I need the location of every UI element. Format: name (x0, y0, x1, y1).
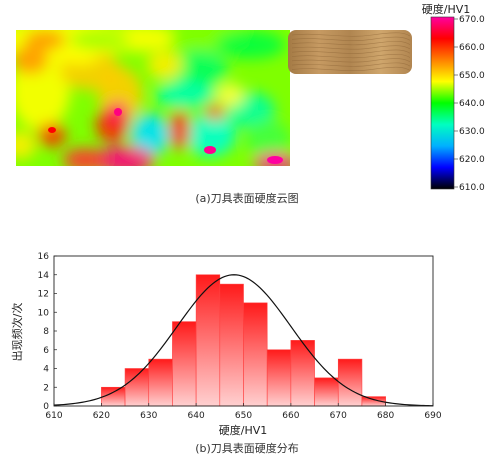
x-axis-label: 硬度/HV1 (219, 423, 268, 437)
x-tick-label: 640 (188, 411, 205, 421)
normal-fit-curve (53, 274, 434, 407)
histogram-bar (124, 368, 150, 407)
x-tick-label: 680 (377, 411, 394, 421)
hardness-blob (216, 83, 244, 107)
y-tick-label: 12 (38, 290, 49, 300)
colorbar-tick-label: 650.0 (459, 71, 485, 81)
y-tick-label: 16 (38, 252, 50, 262)
hardness-blob (155, 81, 215, 109)
grain-line (291, 32, 411, 37)
hardness-blob (95, 146, 155, 166)
colorbar (430, 16, 455, 190)
y-tick-label: 0 (43, 402, 49, 412)
histogram-bar (219, 283, 244, 407)
colorbar-title: 硬度/HV1 (422, 2, 471, 16)
grain-line (291, 53, 411, 59)
handle-wood (288, 30, 412, 74)
caption-a: (a)刀具表面硬度云图 (195, 191, 298, 205)
hot-spot (267, 156, 283, 164)
histogram-bar (172, 321, 197, 407)
blade-surface (16, 30, 290, 166)
histogram-bar (290, 340, 315, 407)
hardness-blob (38, 123, 66, 147)
colorbar-tick-label: 640.0 (459, 99, 485, 109)
grain-line (291, 62, 411, 67)
y-tick-label: 6 (43, 346, 49, 356)
y-tick-label: 14 (38, 271, 50, 281)
colorbar-tick-label: 610.0 (459, 183, 485, 193)
hardness-blob (63, 148, 107, 166)
hardness-blob (172, 50, 228, 90)
grain-line (291, 45, 411, 50)
colorbar-tick-label: 620.0 (459, 155, 485, 165)
histogram-bar (243, 302, 268, 407)
hardness-blobs (16, 30, 290, 166)
histogram-bar (266, 349, 292, 407)
histogram-bar (314, 377, 339, 407)
x-axis-ticks: 610 620 630 640 650 660 670 680 690 (45, 403, 442, 421)
y-tick-label: 10 (38, 308, 50, 318)
x-tick-label: 690 (424, 411, 441, 421)
colorbar-ticks: 670.0 660.0 650.0 640.0 630.0 620.0 610.0 (454, 15, 485, 193)
colorbar-tick-label: 670.0 (459, 15, 485, 25)
hardness-blob (215, 31, 285, 59)
grain-line (291, 36, 411, 41)
x-tick-label: 610 (45, 411, 62, 421)
caption-b: (b)刀具表面硬度分布 (195, 441, 299, 455)
colorbar-tick-label: 630.0 (459, 127, 485, 137)
x-tick-label: 660 (282, 411, 299, 421)
x-tick-label: 620 (93, 411, 110, 421)
hardness-blob (70, 30, 130, 50)
histogram-bar (148, 358, 173, 407)
heatmap-panel: 硬度/HV1 670.0 660.0 650.0 640.0 630.0 620.0 610… (16, 2, 485, 205)
grain-line (291, 66, 411, 71)
hardness-blob (246, 120, 290, 160)
hot-spot (48, 127, 56, 133)
histogram-bars (101, 274, 386, 407)
hardness-blob (60, 45, 100, 65)
hardness-blob (205, 104, 225, 120)
hardness-blob (25, 30, 65, 50)
hardness-blob (16, 46, 48, 74)
handle-grain (291, 32, 411, 71)
hot-spot (204, 146, 216, 154)
knife-handle (288, 30, 412, 74)
histogram-bar (337, 358, 363, 407)
y-tick-label: 4 (43, 365, 49, 375)
hardness-blob (170, 110, 190, 150)
x-tick-label: 650 (235, 411, 252, 421)
histogram-panel: 610 620 630 640 650 660 670 680 690 0 2 4 6 8 10 12 14 1… (10, 252, 442, 455)
y-tick-label: 8 (43, 327, 49, 337)
x-tick-label: 670 (330, 411, 347, 421)
y-axis-label: 出现频次/次 (10, 303, 24, 362)
hot-spot (114, 108, 122, 116)
grain-line (291, 41, 411, 46)
grain-line (291, 58, 411, 63)
hardness-blob (16, 131, 36, 159)
hardness-blob (184, 113, 236, 157)
y-tick-label: 2 (43, 383, 49, 393)
x-tick-label: 630 (140, 411, 157, 421)
histogram-bar (195, 274, 221, 407)
y-axis-ticks: 0 2 4 6 8 10 12 14 16 (38, 252, 57, 412)
hardness-blob (147, 51, 183, 79)
grain-line (291, 49, 411, 54)
colorbar-tick-label: 660.0 (459, 43, 485, 53)
hardness-blob (130, 113, 170, 157)
